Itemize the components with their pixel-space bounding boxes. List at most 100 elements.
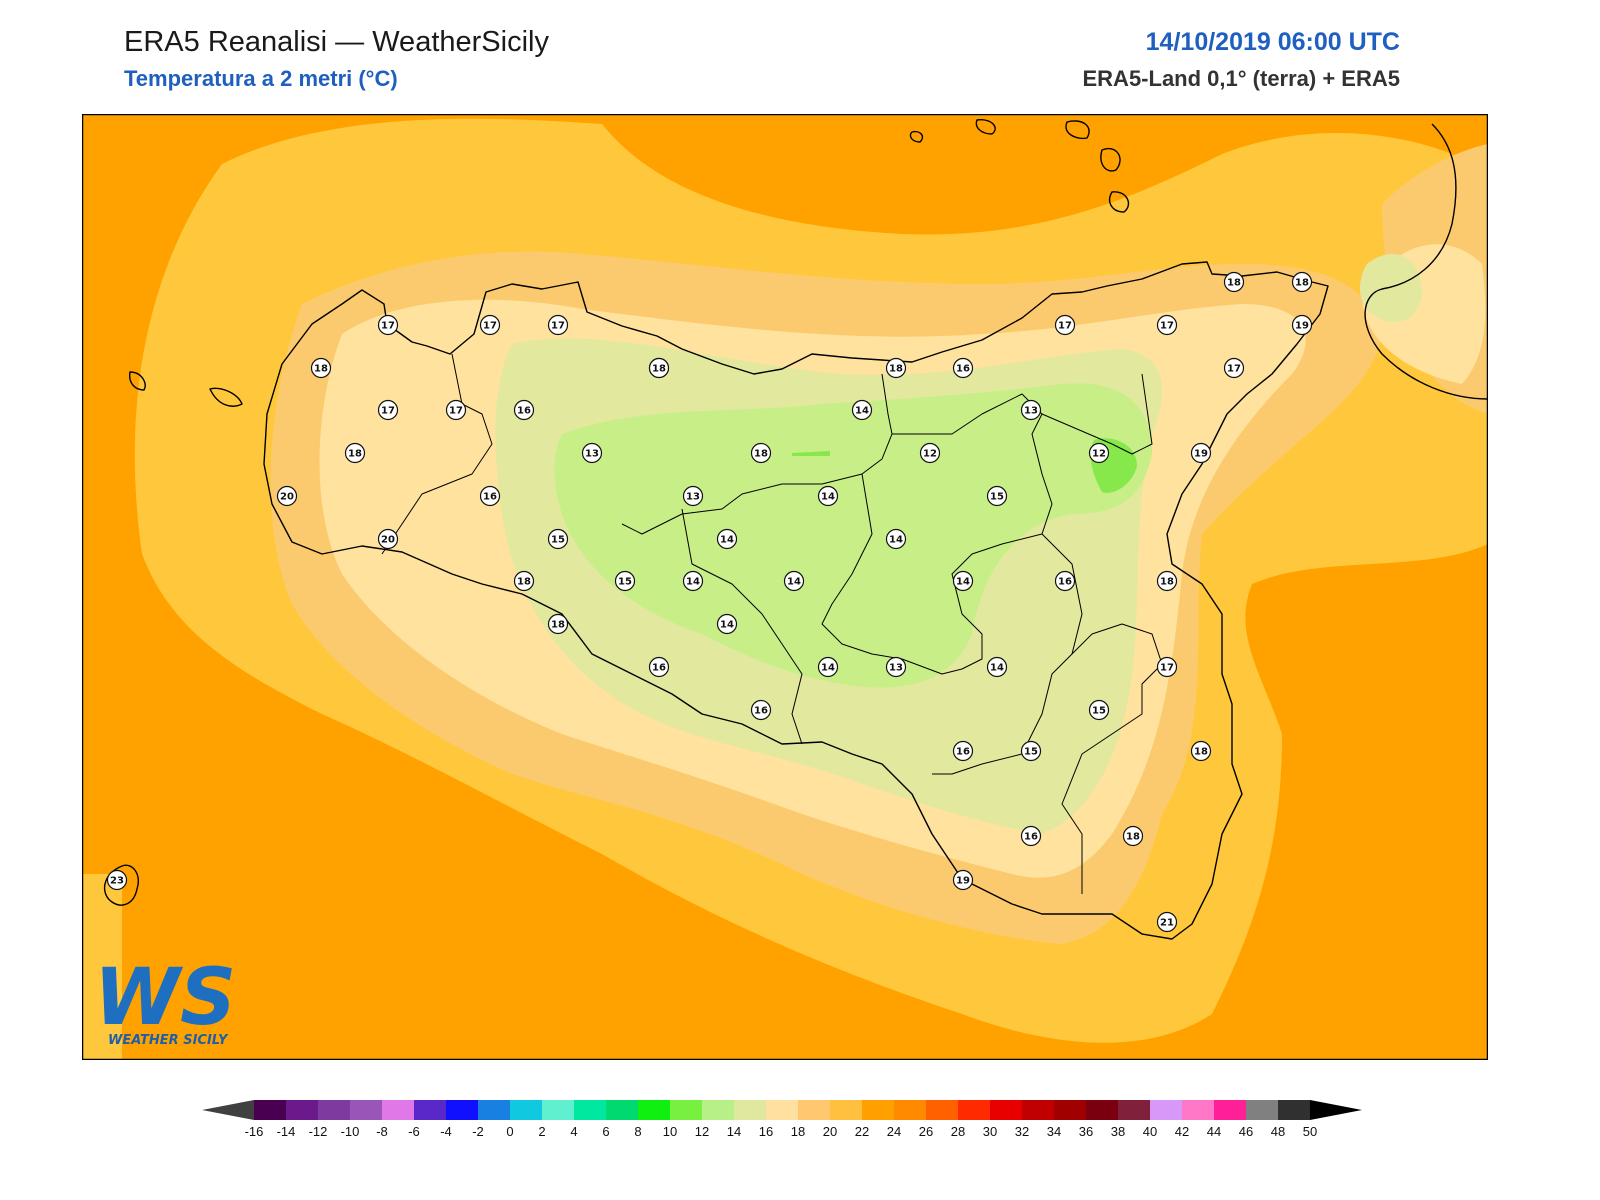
colorbar-swatch — [670, 1100, 702, 1120]
colorbar-swatch — [478, 1100, 510, 1120]
station-marker: 16 — [1054, 570, 1076, 592]
station-marker: 14 — [885, 528, 907, 550]
colorbar-swatch — [830, 1100, 862, 1120]
colorbar-swatch — [542, 1100, 574, 1120]
station-value: 12 — [923, 449, 937, 460]
station-marker: 12 — [1088, 442, 1110, 464]
colorbar-label: 26 — [919, 1124, 933, 1139]
colorbar-label: 46 — [1239, 1124, 1253, 1139]
sicily-coastline — [103, 119, 1488, 940]
station-value: 18 — [1126, 832, 1140, 843]
colorbar-label: 20 — [823, 1124, 837, 1139]
station-value: 16 — [1024, 832, 1038, 843]
station-value: 14 — [855, 406, 869, 417]
colorbar-label: 24 — [887, 1124, 901, 1139]
station-marker: 21 — [1156, 911, 1178, 933]
colorbar-label: 32 — [1015, 1124, 1029, 1139]
weather-sicily-logo: WS WEATHER SICILY — [94, 953, 236, 1048]
station-marker: 18 — [547, 613, 569, 635]
colorbar-label: 36 — [1079, 1124, 1093, 1139]
station-marker: 19 — [1190, 442, 1212, 464]
map-title: ERA5 Reanalisi — WeatherSicily — [124, 26, 549, 58]
station-marker: 14 — [716, 613, 738, 635]
station-value: 15 — [990, 492, 1004, 503]
map-frame — [82, 114, 1488, 1060]
station-marker: 17 — [445, 399, 467, 421]
station-value: 12 — [1092, 449, 1106, 460]
station-marker: 13 — [1020, 399, 1042, 421]
station-value: 18 — [1194, 747, 1208, 758]
band-14 — [554, 383, 1152, 688]
colorbar-swatch — [414, 1100, 446, 1120]
colorbar-swatch — [990, 1100, 1022, 1120]
station-marker: 17 — [1156, 314, 1178, 336]
station-value: 14 — [821, 663, 835, 674]
station-marker: 12 — [919, 442, 941, 464]
station-markers: 17 17 17 18 17 17 16 18 20 20 16 13 18 13 18 14 13 14 15 14… — [106, 271, 1313, 933]
station-marker: 15 — [547, 528, 569, 550]
colorbar-swatch — [766, 1100, 798, 1120]
station-value: 18 — [551, 620, 565, 631]
station-marker: 17 — [1156, 656, 1178, 678]
station-marker: 18 — [513, 570, 535, 592]
colorbar-label: 48 — [1271, 1124, 1285, 1139]
colorbar-label: 50 — [1303, 1124, 1317, 1139]
colorbar-swatch — [1150, 1100, 1182, 1120]
station-marker: 14 — [986, 656, 1008, 678]
station-marker: 15 — [1088, 699, 1110, 721]
colorbar-label: 2 — [538, 1124, 545, 1139]
station-marker: 18 — [310, 357, 332, 379]
station-marker: 17 — [377, 399, 399, 421]
colorbar-label: -6 — [408, 1124, 420, 1139]
colorbar-swatch — [574, 1100, 606, 1120]
station-value: 17 — [483, 321, 497, 332]
station-marker: 16 — [750, 699, 772, 721]
station-value: 16 — [956, 364, 970, 375]
colorbar-label: 0 — [506, 1124, 513, 1139]
station-value: 18 — [517, 577, 531, 588]
station-marker: 17 — [1054, 314, 1076, 336]
colorbar-label: -12 — [309, 1124, 328, 1139]
station-value: 14 — [720, 620, 734, 631]
station-marker: 18 — [1122, 825, 1144, 847]
temperature-map: 17 17 17 18 17 17 16 18 20 20 16 13 18 13 18 14 13 14 15 14… — [82, 114, 1488, 1060]
station-marker: 20 — [276, 485, 298, 507]
station-marker: 17 — [1223, 357, 1245, 379]
station-value: 18 — [314, 364, 328, 375]
station-value: 15 — [1092, 706, 1106, 717]
colorbar-label: -14 — [277, 1124, 296, 1139]
station-marker: 18 — [648, 357, 670, 379]
station-value: 18 — [754, 449, 768, 460]
colorbar-label: 34 — [1047, 1124, 1061, 1139]
station-marker: 18 — [885, 357, 907, 379]
colorbar-swatch — [702, 1100, 734, 1120]
colorbar-label: 44 — [1207, 1124, 1221, 1139]
colorbar-label: 16 — [759, 1124, 773, 1139]
colorbar-swatch — [1086, 1100, 1118, 1120]
station-marker: 14 — [817, 485, 839, 507]
station-marker: 16 — [513, 399, 535, 421]
station-value: 14 — [686, 577, 700, 588]
station-value: 17 — [449, 406, 463, 417]
station-value: 14 — [990, 663, 1004, 674]
colorbar-swatch — [286, 1100, 318, 1120]
colorbar-label: 12 — [695, 1124, 709, 1139]
colorbar-label: 18 — [791, 1124, 805, 1139]
colorbar-over-arrow — [1310, 1100, 1362, 1120]
station-value: 20 — [381, 535, 395, 546]
band-16-east — [1360, 254, 1422, 323]
station-marker: 16 — [1020, 825, 1042, 847]
station-marker: 15 — [1020, 740, 1042, 762]
station-value: 16 — [517, 406, 531, 417]
station-value: 13 — [1024, 406, 1038, 417]
station-value: 18 — [889, 364, 903, 375]
colorbar-label: 14 — [727, 1124, 741, 1139]
station-value: 14 — [889, 535, 903, 546]
station-marker: 17 — [547, 314, 569, 336]
colorbar-swatch — [318, 1100, 350, 1120]
colorbar-swatch — [1278, 1100, 1310, 1120]
colorbar: -16 -14 -12 -10 -8 -6 -4 -2 0 2 4 6 8 10 12 14 16 18 20 22 2… — [202, 1100, 1362, 1139]
station-value: 23 — [110, 876, 124, 887]
colorbar-swatch — [446, 1100, 478, 1120]
colorbar-swatch — [926, 1100, 958, 1120]
